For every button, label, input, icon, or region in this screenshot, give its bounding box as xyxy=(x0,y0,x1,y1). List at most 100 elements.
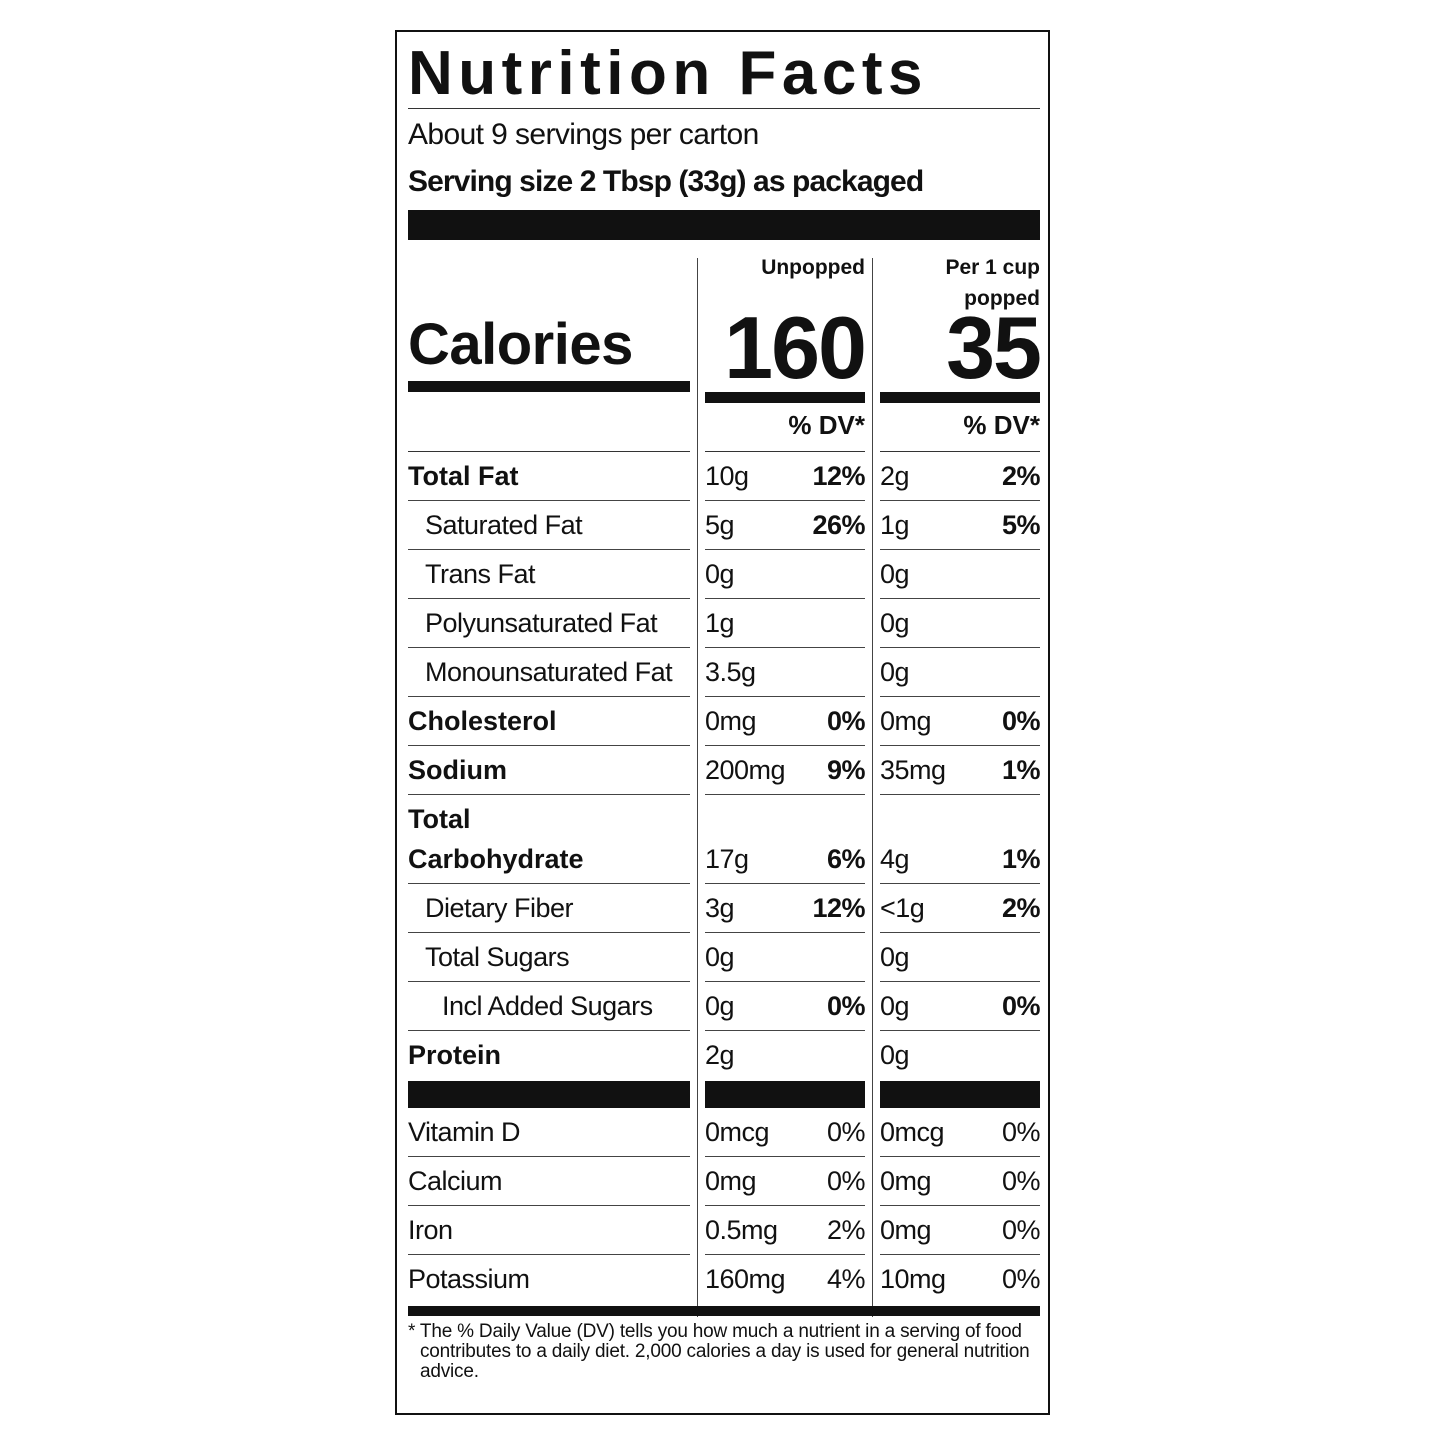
daily-value: 6% xyxy=(826,844,866,874)
nutrient-row: Total Carbohydrate 17g 6% 4g 1% xyxy=(408,795,1041,884)
value-cell: 2g xyxy=(705,1031,865,1079)
value-cell: 0mg 0% xyxy=(880,1206,1041,1255)
column-header: Unpopped xyxy=(761,256,865,279)
nutrient-name-cell: Vitamin D xyxy=(408,1108,690,1157)
thick-bar xyxy=(408,1306,1040,1316)
value-cell: 0mg 0% xyxy=(880,697,1041,746)
nutrient-name: Vitamin D xyxy=(408,1117,521,1147)
nutrient-row: Trans Fat 0g 0g xyxy=(408,550,1040,599)
daily-value: 4% xyxy=(826,1264,866,1294)
nutrient-name-cell: Saturated Fat xyxy=(408,501,690,550)
column-header: Per 1 cup popped xyxy=(945,256,1040,310)
amount: 0g xyxy=(705,559,735,589)
nutrient-name: Iron xyxy=(408,1215,453,1245)
nutrient-name: Cholesterol xyxy=(408,706,557,736)
value-cell: 0g xyxy=(705,550,865,599)
value-cell: 0g xyxy=(880,933,1040,982)
daily-value: 26% xyxy=(812,510,865,540)
amount: 0g xyxy=(880,1040,910,1070)
amount: 17g xyxy=(705,844,749,874)
value-cell: 0mg 0% xyxy=(705,1157,866,1206)
nutrient-name-cell: Total Fat xyxy=(408,452,690,501)
nutrient-name-cell: Trans Fat xyxy=(408,550,690,599)
nutrient-name: Total Sugars xyxy=(425,942,570,972)
calories-value: 160 xyxy=(705,303,867,403)
nutrient-row: Iron 0.5mg 2% 0mg 0% xyxy=(408,1206,1041,1255)
dv-header: % DV* % DV* xyxy=(408,403,1040,452)
nutrient-name: Calcium xyxy=(408,1166,503,1196)
serving-size: Serving size 2 Tbsp (33g) as packaged xyxy=(408,165,924,198)
nutrient-row: Monounsaturated Fat 3.5g 0g xyxy=(408,648,1040,697)
amount: 1g xyxy=(705,608,735,638)
amount: 3g xyxy=(705,893,735,923)
nutrient-row: Saturated Fat 5g 26% 1g 5% xyxy=(408,501,1041,550)
label-content: Nutrition Facts About 9 servings per car… xyxy=(408,32,1042,1382)
nutrient-row: Sodium 200mg 9% 35mg 1% xyxy=(408,746,1041,795)
daily-value: 1% xyxy=(1001,755,1041,785)
daily-value: 0% xyxy=(826,1166,866,1196)
nutrient-name: Sodium xyxy=(408,755,507,785)
amount: 5g xyxy=(705,510,735,540)
nutrient-name: Potassium xyxy=(408,1264,530,1294)
daily-value: 0% xyxy=(1001,1215,1041,1245)
value-cell: 17g 6% xyxy=(705,835,866,884)
nutrient-row: Calcium 0mg 0% 0mg 0% xyxy=(408,1157,1041,1206)
vitamin-list: Vitamin D 0mcg 0% 0mcg 0% Calcium 0mg 0% 0mg 0% Ir… xyxy=(408,1108,1041,1303)
value-cell: 0g xyxy=(880,1031,1040,1079)
nutrient-name: Trans Fat xyxy=(425,559,536,589)
amount: 0g xyxy=(880,991,910,1021)
calories-value: 35 xyxy=(880,303,1042,403)
nutrient-row: Polyunsaturated Fat 1g 0g xyxy=(408,599,1040,648)
daily-value: 0% xyxy=(826,706,866,736)
separator xyxy=(408,1081,1040,1108)
thick-bar xyxy=(408,210,1040,240)
amount: 35mg xyxy=(880,755,946,785)
daily-value: 0% xyxy=(826,991,866,1021)
nutrient-row: Total Sugars 0g 0g xyxy=(408,933,1040,982)
value-cell: 0.5mg 2% xyxy=(705,1206,866,1255)
value-cell: 0mg 0% xyxy=(880,1157,1041,1206)
nutrient-row: Vitamin D 0mcg 0% 0mcg 0% xyxy=(408,1108,1041,1157)
daily-value: 12% xyxy=(812,893,865,923)
servings: About 9 servings per carton xyxy=(408,118,759,151)
nutrient-name-cell: Monounsaturated Fat xyxy=(408,648,690,697)
calories-label: Calories xyxy=(408,303,690,392)
amount: 160mg xyxy=(705,1264,786,1294)
value-cell: 35mg 1% xyxy=(880,746,1041,795)
nutrient-name-cell: Dietary Fiber xyxy=(408,884,690,933)
dv-header-label: % DV* xyxy=(880,403,1040,452)
daily-value: 2% xyxy=(1001,461,1041,491)
daily-value: 0% xyxy=(826,1117,866,1147)
nutrient-name: Total Carbohydrate xyxy=(408,804,584,874)
column-headers: Unpopped Per 1 cup popped xyxy=(408,240,1040,310)
column-divider xyxy=(872,258,873,1317)
value-cell: 160mg 4% xyxy=(705,1255,866,1303)
daily-value: 2% xyxy=(1001,893,1041,923)
amount: 0mg xyxy=(880,1166,932,1196)
nutrient-row: Cholesterol 0mg 0% 0mg 0% xyxy=(408,697,1041,746)
amount: 0mg xyxy=(880,706,932,736)
nutrient-name-cell: Polyunsaturated Fat xyxy=(408,599,690,648)
daily-value: 0% xyxy=(1001,991,1041,1021)
amount: <1g xyxy=(880,893,925,923)
value-cell: 5g 26% xyxy=(705,501,865,550)
amount: 0mcg xyxy=(880,1117,945,1147)
nutrient-name: Total Fat xyxy=(408,461,519,491)
value-cell: 0mg 0% xyxy=(705,697,866,746)
value-cell: 1g 5% xyxy=(880,501,1041,550)
daily-value: 2% xyxy=(826,1215,866,1245)
value-cell: 0mcg 0% xyxy=(705,1108,866,1157)
nutrient-name-cell: Potassium xyxy=(408,1255,690,1303)
value-cell: 1g xyxy=(705,599,865,648)
daily-value: 0% xyxy=(1001,1117,1041,1147)
nutrient-name: Incl Added Sugars xyxy=(442,991,653,1021)
value-cell: 0g xyxy=(880,648,1040,697)
value-cell: 0g xyxy=(880,599,1040,648)
value-cell: 3g 12% xyxy=(705,884,865,933)
value-cell: 2g 2% xyxy=(880,452,1041,501)
nutrition-label: Nutrition Facts About 9 servings per car… xyxy=(395,30,1050,1415)
value-cell: 10g 12% xyxy=(705,452,865,501)
nutrient-name: Protein xyxy=(408,1040,502,1070)
amount: 0g xyxy=(880,608,910,638)
